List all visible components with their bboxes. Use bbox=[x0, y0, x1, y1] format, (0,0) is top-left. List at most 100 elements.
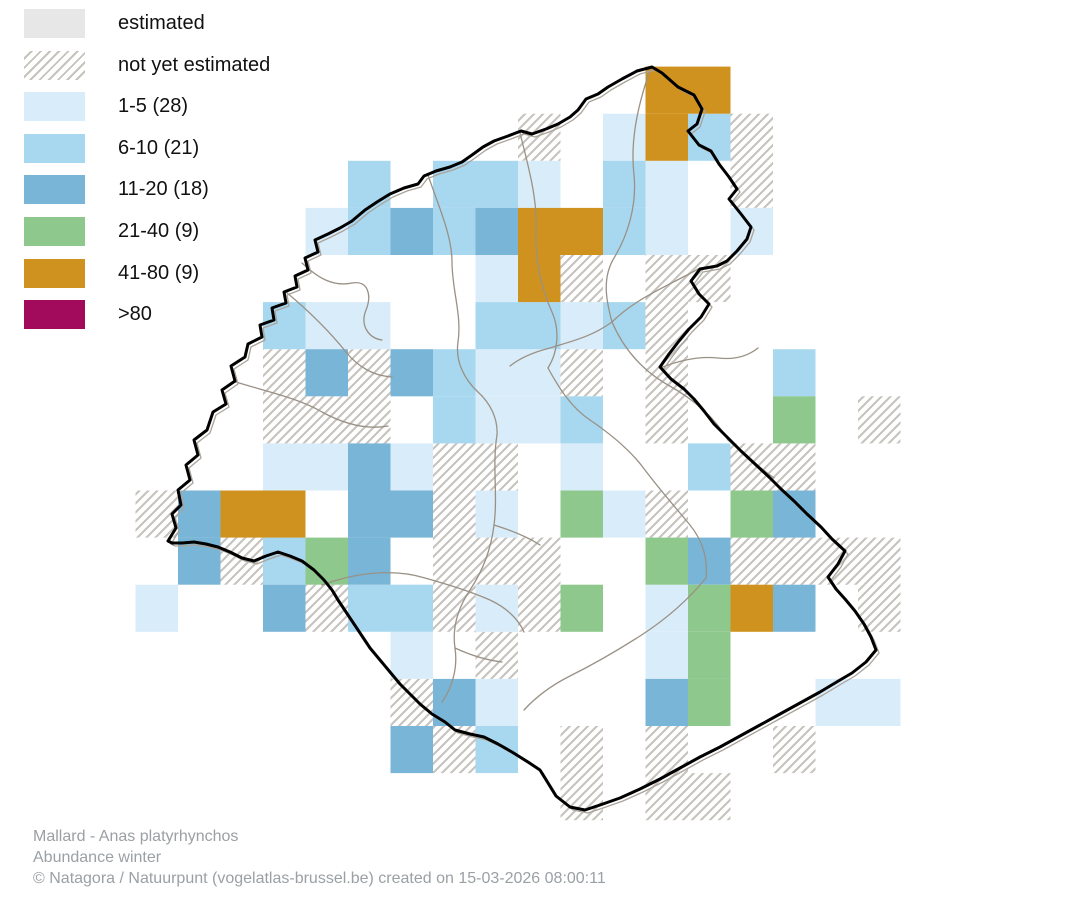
grid-cell-1-5 bbox=[645, 584, 688, 632]
grid-cell-41-80 bbox=[730, 584, 773, 632]
caption: Mallard - Anas platyrhynchos Abundance w… bbox=[33, 826, 606, 889]
species-title: Mallard - Anas platyrhynchos bbox=[33, 828, 239, 845]
grid-cell-6-10 bbox=[518, 302, 561, 350]
legend-item-6-10: 6-10 (21) bbox=[24, 133, 199, 163]
grid-cell-6-10 bbox=[475, 302, 518, 350]
legend-item-41-80: 41-80 (9) bbox=[24, 258, 199, 288]
grid-cell-not-yet-estimated bbox=[773, 726, 816, 774]
abundance-cells-layer bbox=[135, 66, 901, 821]
legend-label: 41-80 (9) bbox=[118, 261, 200, 284]
grid-cell-21-40 bbox=[730, 490, 773, 538]
grid-cell-41-80 bbox=[560, 207, 603, 255]
legend-item-gt80: >80 bbox=[24, 299, 152, 329]
grid-cell-6-10 bbox=[773, 349, 816, 397]
class-6-10-swatch bbox=[24, 133, 85, 163]
grid-cell-not-yet-estimated bbox=[475, 537, 518, 585]
grid-cell-21-40 bbox=[645, 537, 688, 585]
grid-cell-not-yet-estimated bbox=[688, 773, 731, 821]
grid-cell-1-5 bbox=[475, 255, 518, 303]
grid-cell-6-10 bbox=[688, 113, 731, 161]
grid-cell-6-10 bbox=[603, 160, 646, 208]
grid-cell-11-20 bbox=[348, 443, 391, 491]
grid-cell-1-5 bbox=[603, 490, 646, 538]
grid-cell-6-10 bbox=[348, 207, 391, 255]
grid-cell-not-yet-estimated bbox=[858, 537, 901, 585]
class-41-80-swatch bbox=[24, 258, 85, 288]
grid-cell-1-5 bbox=[645, 160, 688, 208]
grid-cell-not-yet-estimated bbox=[305, 396, 348, 444]
grid-cell-not-yet-estimated bbox=[730, 443, 773, 491]
grid-cell-not-yet-estimated bbox=[348, 396, 391, 444]
grid-cell-1-5 bbox=[305, 443, 348, 491]
grid-cell-not-yet-estimated bbox=[348, 349, 391, 397]
grid-cell-1-5 bbox=[305, 302, 348, 350]
grid-cell-not-yet-estimated bbox=[518, 584, 561, 632]
grid-cell-41-80 bbox=[518, 207, 561, 255]
grid-cell-not-yet-estimated bbox=[560, 255, 603, 303]
grid-cell-11-20 bbox=[645, 678, 688, 726]
grid-cell-11-20 bbox=[263, 584, 306, 632]
grid-cell-21-40 bbox=[305, 537, 348, 585]
grid-cell-not-yet-estimated bbox=[518, 113, 561, 161]
legend-label: 6-10 (21) bbox=[118, 136, 200, 159]
grid-cell-6-10 bbox=[433, 396, 476, 444]
grid-cell-11-20 bbox=[178, 490, 221, 538]
grid-cell-not-yet-estimated bbox=[305, 584, 348, 632]
grid-cell-not-yet-estimated bbox=[475, 631, 518, 679]
legend-item-21-40: 21-40 (9) bbox=[24, 216, 199, 246]
grid-cell-1-5 bbox=[475, 584, 518, 632]
grid-cell-1-5 bbox=[390, 631, 433, 679]
grid-cell-41-80 bbox=[220, 490, 263, 538]
grid-cell-41-80 bbox=[688, 66, 731, 114]
grid-cell-1-5 bbox=[560, 443, 603, 491]
grid-cell-6-10 bbox=[433, 160, 476, 208]
grid-cell-not-yet-estimated bbox=[645, 773, 688, 821]
grid-cell-1-5 bbox=[475, 678, 518, 726]
grid-cell-1-5 bbox=[475, 490, 518, 538]
grid-cell-not-yet-estimated bbox=[518, 537, 561, 585]
not-yet-estimated-swatch bbox=[24, 50, 85, 80]
grid-cell-11-20 bbox=[390, 490, 433, 538]
grid-cell-41-80 bbox=[518, 255, 561, 303]
grid-cell-1-5 bbox=[348, 302, 391, 350]
class-21-40-swatch bbox=[24, 216, 85, 246]
grid-cell-1-5 bbox=[645, 207, 688, 255]
grid-cell-not-yet-estimated bbox=[263, 349, 306, 397]
grid-cell-6-10 bbox=[603, 302, 646, 350]
grid-cell-not-yet-estimated bbox=[730, 537, 773, 585]
grid-cell-1-5 bbox=[645, 631, 688, 679]
grid-cell-1-5 bbox=[263, 443, 306, 491]
legend-label: 11-20 (18) bbox=[118, 177, 209, 200]
grid-cell-6-10 bbox=[688, 443, 731, 491]
grid-cell-not-yet-estimated bbox=[730, 160, 773, 208]
grid-cell-6-10 bbox=[348, 160, 391, 208]
grid-cell-6-10 bbox=[475, 726, 518, 774]
grid-cell-1-5 bbox=[603, 113, 646, 161]
grid-cell-6-10 bbox=[603, 207, 646, 255]
grid-cell-not-yet-estimated bbox=[730, 113, 773, 161]
grid-cell-not-yet-estimated bbox=[645, 726, 688, 774]
grid-cell-21-40 bbox=[688, 631, 731, 679]
grid-cell-not-yet-estimated bbox=[773, 443, 816, 491]
grid-cell-11-20 bbox=[305, 349, 348, 397]
grid-cell-11-20 bbox=[390, 349, 433, 397]
grid-cell-1-5 bbox=[518, 160, 561, 208]
class-1-5-swatch bbox=[24, 91, 85, 121]
grid-cell-21-40 bbox=[688, 678, 731, 726]
grid-cell-1-5 bbox=[730, 207, 773, 255]
grid-cell-6-10 bbox=[433, 207, 476, 255]
grid-cell-1-5 bbox=[135, 584, 178, 632]
grid-cell-41-80 bbox=[645, 113, 688, 161]
legend-item-11-20: 11-20 (18) bbox=[24, 174, 209, 204]
legend-item-not-yet-estimated: not yet estimated bbox=[24, 50, 270, 80]
copyright-line: © Natagora / Natuurpunt (vogelatlas-brus… bbox=[33, 870, 606, 887]
season-subtitle: Abundance winter bbox=[33, 849, 162, 866]
grid-cell-not-yet-estimated bbox=[433, 490, 476, 538]
estimated-swatch bbox=[24, 8, 85, 38]
legend-label: 1-5 (28) bbox=[118, 94, 189, 117]
grid-cell-11-20 bbox=[348, 537, 391, 585]
grid-cell-not-yet-estimated bbox=[433, 537, 476, 585]
grid-cell-11-20 bbox=[390, 726, 433, 774]
